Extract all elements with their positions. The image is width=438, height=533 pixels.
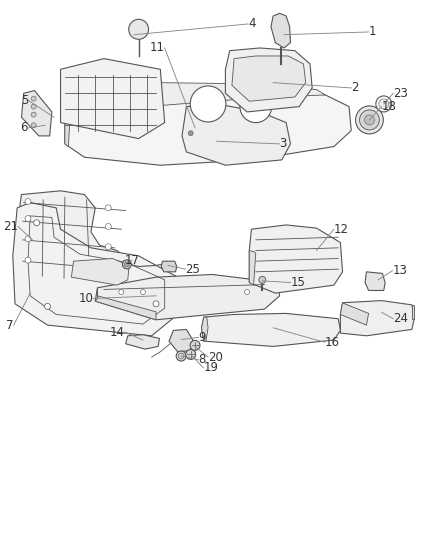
- Circle shape: [176, 351, 186, 361]
- Text: 10: 10: [78, 292, 93, 305]
- Polygon shape: [182, 104, 290, 165]
- Circle shape: [25, 215, 31, 222]
- Polygon shape: [71, 259, 129, 285]
- Circle shape: [356, 106, 383, 134]
- Circle shape: [153, 301, 159, 307]
- Polygon shape: [412, 305, 414, 319]
- Text: 25: 25: [185, 263, 200, 276]
- Text: 20: 20: [208, 351, 223, 364]
- Circle shape: [245, 289, 250, 295]
- Circle shape: [379, 99, 389, 109]
- Circle shape: [124, 262, 129, 267]
- Polygon shape: [65, 88, 351, 165]
- Polygon shape: [71, 83, 325, 106]
- Circle shape: [188, 131, 193, 136]
- Text: 18: 18: [381, 100, 396, 113]
- Polygon shape: [60, 59, 165, 139]
- Circle shape: [190, 86, 226, 122]
- Text: 16: 16: [324, 336, 339, 349]
- Circle shape: [259, 276, 266, 284]
- Polygon shape: [18, 191, 130, 288]
- Circle shape: [31, 96, 36, 101]
- Circle shape: [178, 353, 184, 359]
- Text: 17: 17: [125, 254, 140, 266]
- Text: 12: 12: [334, 223, 349, 236]
- Circle shape: [31, 123, 36, 128]
- Polygon shape: [126, 335, 159, 349]
- Circle shape: [376, 96, 392, 112]
- Polygon shape: [13, 203, 178, 336]
- Text: 2: 2: [351, 82, 359, 94]
- Polygon shape: [340, 301, 414, 336]
- Text: 19: 19: [203, 361, 218, 374]
- Text: 13: 13: [392, 264, 407, 277]
- Text: 11: 11: [150, 42, 165, 54]
- Polygon shape: [65, 115, 70, 147]
- Text: 15: 15: [290, 276, 305, 289]
- Circle shape: [129, 19, 148, 39]
- Circle shape: [34, 220, 40, 226]
- Text: 14: 14: [110, 326, 125, 338]
- Polygon shape: [249, 251, 256, 285]
- Polygon shape: [95, 274, 279, 320]
- Circle shape: [105, 244, 111, 250]
- Text: 21: 21: [3, 220, 18, 233]
- Circle shape: [105, 223, 111, 230]
- Polygon shape: [365, 272, 385, 290]
- Circle shape: [45, 303, 50, 310]
- Text: 7: 7: [6, 319, 14, 332]
- Text: 3: 3: [279, 138, 287, 150]
- Circle shape: [123, 260, 131, 269]
- Polygon shape: [201, 313, 340, 346]
- Polygon shape: [21, 91, 52, 136]
- Text: 23: 23: [393, 87, 408, 100]
- Polygon shape: [169, 329, 193, 352]
- Circle shape: [186, 350, 196, 359]
- Circle shape: [105, 205, 111, 211]
- Circle shape: [190, 341, 200, 350]
- Polygon shape: [232, 56, 306, 101]
- Text: 8: 8: [198, 353, 206, 366]
- Polygon shape: [161, 261, 177, 272]
- Circle shape: [25, 198, 31, 205]
- Circle shape: [25, 257, 31, 263]
- Text: 4: 4: [248, 18, 255, 30]
- Circle shape: [141, 289, 145, 295]
- Polygon shape: [201, 317, 208, 341]
- Circle shape: [31, 104, 36, 109]
- Circle shape: [119, 289, 124, 295]
- Polygon shape: [340, 303, 369, 325]
- Circle shape: [360, 110, 379, 130]
- Text: 24: 24: [393, 312, 408, 325]
- Polygon shape: [271, 13, 290, 48]
- Polygon shape: [249, 225, 343, 293]
- Text: 5: 5: [21, 94, 28, 107]
- Circle shape: [240, 91, 272, 123]
- Text: 1: 1: [369, 26, 376, 38]
- Text: 9: 9: [198, 331, 206, 344]
- Text: 6: 6: [21, 122, 28, 134]
- Polygon shape: [95, 288, 156, 320]
- Circle shape: [364, 115, 374, 125]
- Circle shape: [31, 112, 36, 117]
- Polygon shape: [226, 48, 312, 112]
- Circle shape: [25, 236, 31, 242]
